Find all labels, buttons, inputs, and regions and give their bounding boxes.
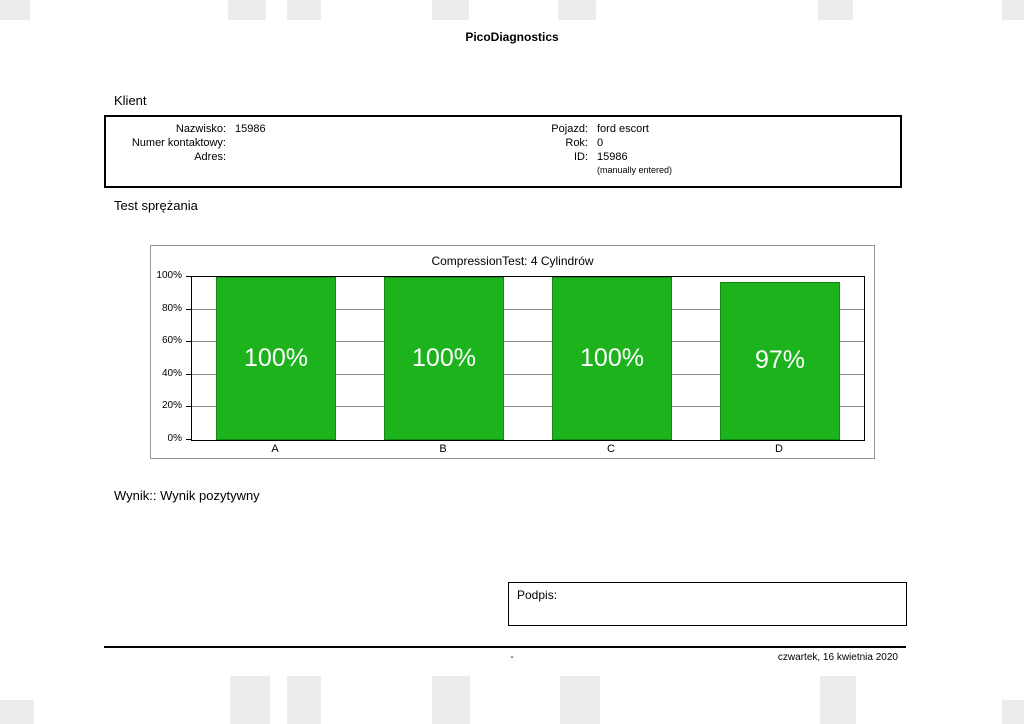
y-axis-tick [186, 406, 191, 408]
test-section-heading: Test sprężania [114, 198, 198, 213]
footer-date: czwartek, 16 kwietnia 2020 [777, 652, 898, 663]
page-edge-artifact [558, 0, 596, 20]
y-axis-tick [186, 276, 191, 277]
page-edge-artifact [287, 0, 321, 20]
page-edge-artifact [0, 0, 30, 20]
gridline [192, 373, 864, 375]
page-edge-artifact [820, 676, 856, 724]
x-axis-label: C [607, 443, 615, 455]
bar-value-label: 100% [580, 344, 644, 372]
bar-value-label: 100% [412, 344, 476, 372]
y-axis-label: 60% [161, 335, 182, 347]
field-label: ID: [573, 151, 588, 163]
page-edge-artifact [432, 676, 470, 724]
result-text: Wynik:: Wynik pozytywny [114, 488, 260, 503]
y-axis-tick [186, 308, 191, 310]
x-axis-label: D [775, 443, 783, 455]
chart-title: CompressionTest: 4 Cylindrów [431, 254, 594, 268]
field-label: Adres: [194, 151, 226, 163]
footer-divider [104, 646, 906, 648]
field-row-rok: Rok: 0 [504, 136, 672, 150]
y-axis-tick [186, 341, 191, 343]
field-row-numer-kontaktowy: Numer kontaktowy: [116, 136, 266, 150]
field-row-id: ID: 15986 [504, 150, 672, 164]
y-axis: 0% 20% 40% 60% 80% 100% [151, 246, 196, 458]
bar-value-label: 100% [244, 344, 308, 372]
client-section-heading: Klient [114, 93, 147, 108]
plot-area: 100% 100% 100% 97% [191, 276, 865, 441]
bar-A: 100% [216, 277, 336, 440]
report-title: PicoDiagnostics [465, 30, 559, 44]
field-row-adres: Adres: [116, 150, 266, 164]
field-label: Rok: [565, 137, 588, 149]
y-axis-label: 40% [161, 367, 182, 379]
page-edge-artifact [1002, 700, 1024, 724]
field-row-pojazd: Pojazd: ford escort [504, 122, 672, 136]
field-label: Nazwisko: [175, 123, 226, 135]
y-axis-label: 80% [161, 302, 182, 314]
footer-page-marker: - [510, 652, 514, 663]
y-axis-label: 20% [161, 400, 182, 412]
field-value: 15986 [235, 123, 266, 135]
client-fields-right: Pojazd: ford escort Rok: 0 ID: 15986 (ma… [504, 122, 672, 176]
bar-B: 100% [384, 277, 504, 440]
x-axis-label: A [271, 443, 279, 455]
page-edge-artifact [1002, 0, 1024, 20]
gridline [192, 341, 864, 343]
field-value: 0 [597, 137, 604, 149]
x-axis: A B C D [191, 443, 863, 455]
x-axis-label: B [439, 443, 447, 455]
bar-C: 100% [552, 277, 672, 440]
id-manually-entered-note: (manually entered) [597, 165, 673, 175]
gridline [192, 308, 864, 310]
client-info-box: Nazwisko: 15986 Numer kontaktowy: Adres:… [104, 115, 902, 188]
page-edge-artifact [228, 0, 266, 20]
y-axis-tick [186, 439, 191, 440]
client-fields-left: Nazwisko: 15986 Numer kontaktowy: Adres: [116, 122, 266, 164]
page-edge-artifact [287, 676, 321, 724]
field-value: ford escort [597, 123, 649, 135]
field-label: Pojazd: [551, 123, 588, 135]
signature-label: Podpis: [517, 588, 558, 602]
gridline [192, 406, 864, 408]
y-axis-tick [186, 373, 191, 375]
field-row-nazwisko: Nazwisko: 15986 [116, 122, 266, 136]
page-edge-artifact [432, 0, 469, 20]
compression-test-chart: CompressionTest: 4 Cylindrów 0% 20% 40% 60%… [150, 245, 875, 459]
field-label: Numer kontaktowy: [131, 137, 226, 149]
signature-box: Podpis: [508, 582, 907, 626]
page-edge-artifact [0, 700, 34, 724]
page-edge-artifact [818, 0, 853, 20]
y-axis-label: 0% [167, 433, 182, 444]
page-edge-artifact [230, 676, 270, 724]
bar-D: 97% [720, 281, 840, 440]
field-value: 15986 [597, 151, 628, 163]
y-axis-label: 100% [156, 270, 182, 281]
page-edge-artifact [560, 676, 600, 724]
bar-value-label: 97% [754, 346, 806, 375]
